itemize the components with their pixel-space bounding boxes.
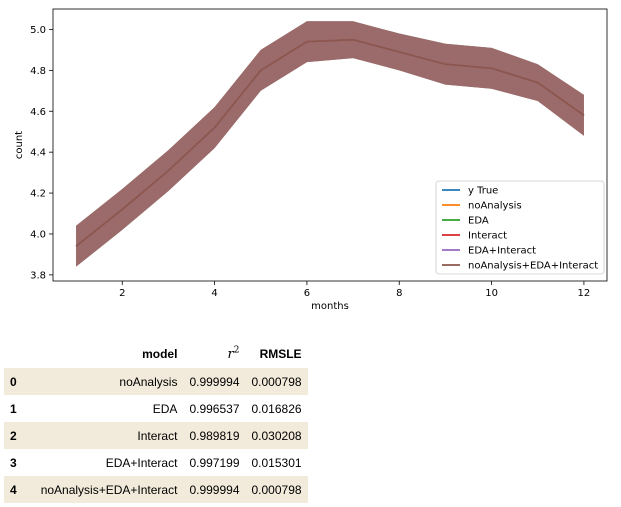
- model-cell: noAnalysis: [119, 374, 178, 389]
- y-tick-label: 3.8: [30, 270, 46, 281]
- y-tick-label: 4.6: [30, 107, 46, 118]
- row-index: 1: [10, 401, 17, 416]
- table-header-row: model r2 RMSLE: [4, 340, 308, 368]
- index-header: [4, 340, 35, 368]
- rmsle-cell: 0.016826: [251, 401, 302, 416]
- line-chart: 2 4 6 8 10 12 3.8 4.0 4.2 4.4 4.6 4.8 5.0 months co…: [14, 8, 608, 312]
- band-1: [76, 21, 584, 267]
- band-2: [76, 21, 584, 267]
- legend-entry: EDA: [468, 216, 489, 227]
- row-index: 2: [10, 428, 17, 443]
- series-lines: [75, 38, 585, 247]
- legend-box: [435, 180, 605, 275]
- r2-cell: 0.997199: [189, 455, 240, 470]
- band-5: [76, 21, 584, 267]
- r2-header: r2: [227, 345, 240, 363]
- table-row: 3 EDA+Interact 0.997199 0.015301: [4, 449, 308, 476]
- r2-cell: 0.996537: [189, 401, 240, 416]
- model-cell: noAnalysis+EDA+Interact: [40, 482, 178, 497]
- y-tick-label: 5.0: [30, 25, 46, 36]
- r2-cell: 0.999994: [189, 374, 240, 389]
- legend: y True noAnalysis EDA Interact EDA+Interact n…: [435, 180, 605, 275]
- row-index: 3: [10, 455, 17, 470]
- y-tick-label: 4.8: [30, 66, 46, 77]
- table-row: 0 noAnalysis 0.999994 0.000798: [4, 368, 308, 395]
- model-cell: Interact: [137, 428, 178, 443]
- rmsle-cell: 0.015301: [251, 455, 302, 470]
- row-index: 4: [10, 482, 17, 497]
- model-cell: EDA: [152, 401, 178, 416]
- legend-entry: noAnalysis: [468, 201, 522, 212]
- band-3: [76, 21, 584, 267]
- row-index: 0: [10, 374, 17, 389]
- legend-entry: noAnalysis+EDA+Interact: [468, 261, 598, 272]
- rmsle-cell: 0.030208: [251, 428, 302, 443]
- series-line-5: [75, 38, 585, 247]
- x-tick-label: 4: [211, 288, 217, 299]
- legend-entry: y True: [468, 186, 498, 197]
- band-0: [76, 21, 584, 267]
- y-tick-label: 4.4: [30, 148, 46, 159]
- plot-frame: [52, 8, 608, 282]
- table-row: 4 noAnalysis+EDA+Interact 0.999994 0.000798: [4, 476, 308, 503]
- x-tick-label: 10: [485, 288, 498, 299]
- y-axis-ticks: 3.8 4.0 4.2 4.4 4.6 4.8 5.0: [30, 25, 53, 281]
- table-row: 2 Interact 0.989819 0.030208: [4, 422, 308, 449]
- r2-cell: 0.999994: [189, 482, 240, 497]
- x-tick-label: 12: [578, 288, 591, 299]
- r2-cell: 0.989819: [189, 428, 240, 443]
- x-tick-label: 8: [396, 288, 402, 299]
- model-cell: EDA+Interact: [105, 455, 178, 470]
- x-axis-ticks: 2 4 6 8 10 12: [119, 281, 590, 299]
- x-tick-label: 6: [304, 288, 310, 299]
- results-table: model r2 RMSLE 0 noAnalysis 0.999994 0.0007…: [4, 340, 308, 503]
- y-axis-label: count: [14, 131, 25, 159]
- rmsle-cell: 0.000798: [251, 374, 302, 389]
- rmsle-cell: 0.000798: [251, 482, 302, 497]
- y-tick-label: 4.0: [30, 229, 46, 240]
- confidence-bands: [76, 21, 584, 267]
- band-4: [76, 21, 584, 267]
- x-axis-label: months: [311, 301, 349, 312]
- legend-entry: Interact: [468, 231, 507, 242]
- x-tick-label: 2: [119, 288, 125, 299]
- legend-entry: EDA+Interact: [468, 246, 536, 257]
- model-header: model: [142, 347, 178, 361]
- rmsle-header: RMSLE: [259, 347, 302, 361]
- y-tick-label: 4.2: [30, 189, 46, 200]
- table-row: 1 EDA 0.996537 0.016826: [4, 395, 308, 422]
